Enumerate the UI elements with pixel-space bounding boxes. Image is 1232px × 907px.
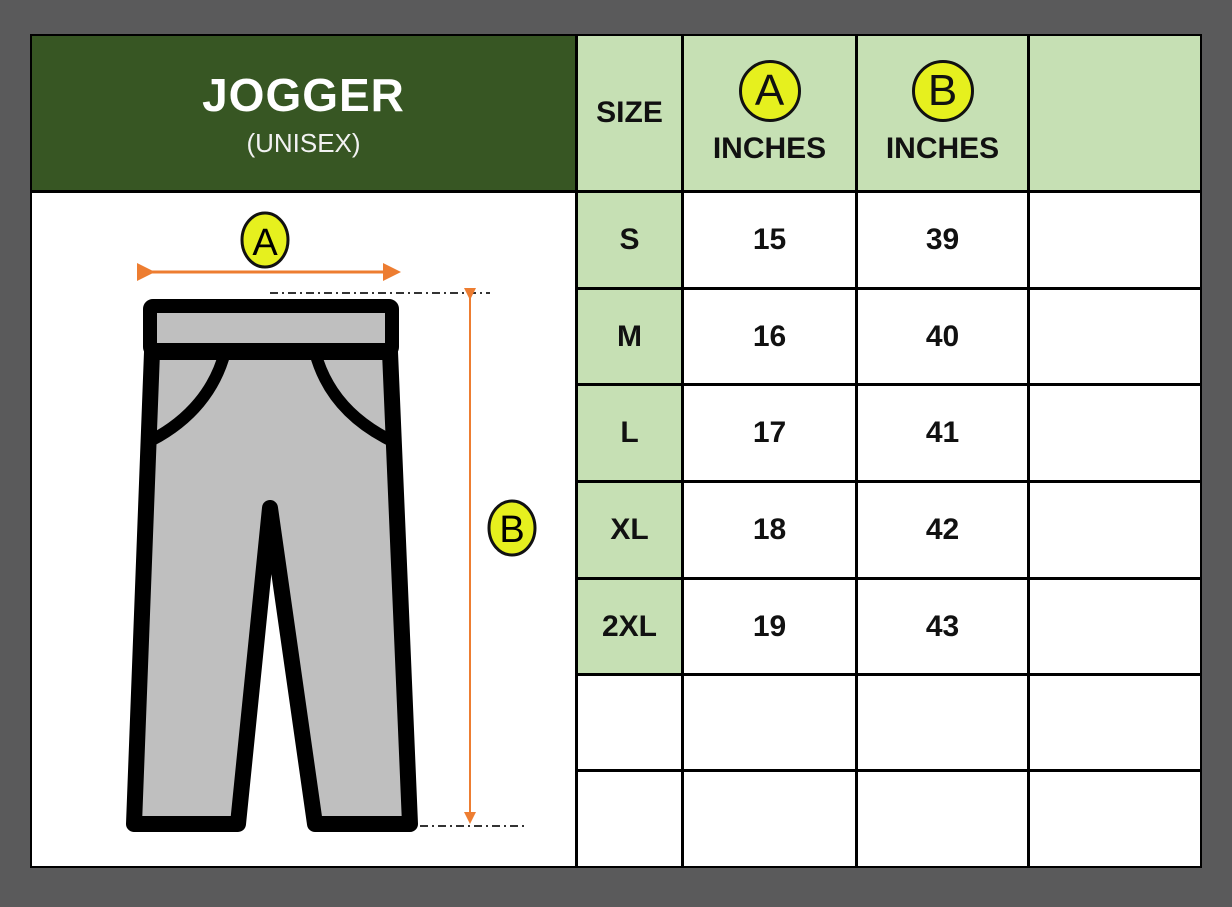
- empty-cell: [1030, 193, 1200, 287]
- empty-cell: [684, 772, 855, 866]
- empty-cell: [858, 772, 1027, 866]
- header-measure-a: A INCHES: [684, 36, 855, 190]
- product-title: JOGGER: [202, 68, 405, 121]
- label-a: A: [252, 222, 278, 264]
- measurement-cell-b: 41: [858, 386, 1027, 480]
- empty-cell: [1030, 290, 1200, 383]
- measurement-cell-b: 40: [858, 290, 1027, 383]
- size-cell: S: [578, 193, 681, 287]
- label-a-badge-icon: [240, 211, 290, 269]
- empty-cell: [1030, 676, 1200, 769]
- label-b-badge-icon: [487, 499, 537, 557]
- empty-cell: [1030, 772, 1200, 866]
- empty-cell: [578, 772, 681, 866]
- empty-cell: [1030, 483, 1200, 577]
- header-size: SIZE: [578, 36, 681, 190]
- header-measure-b: B INCHES: [858, 36, 1027, 190]
- empty-cell: [858, 676, 1027, 769]
- measurement-cell-b: 43: [858, 580, 1027, 673]
- title-block: JOGGER (UNISEX): [32, 36, 575, 190]
- unit-label: INCHES: [712, 132, 827, 165]
- size-cell: XL: [578, 483, 681, 577]
- empty-cell: [1030, 386, 1200, 480]
- empty-cell: [684, 676, 855, 769]
- product-subtitle: (UNISEX): [246, 127, 361, 158]
- badge-a-icon: A: [738, 60, 801, 122]
- empty-cell: [578, 676, 681, 769]
- measurement-cell-b: 39: [858, 193, 1027, 287]
- size-cell: M: [578, 290, 681, 383]
- measurement-cell-a: 16: [684, 290, 855, 383]
- size-cell: L: [578, 386, 681, 480]
- badge-b-icon: B: [911, 60, 974, 122]
- measurement-cell-a: 19: [684, 580, 855, 673]
- measurement-cell-a: 18: [684, 483, 855, 577]
- unit-label: INCHES: [885, 132, 1000, 165]
- label-b: B: [499, 509, 524, 551]
- measurement-cell-b: 42: [858, 483, 1027, 577]
- pants-icon: [126, 299, 418, 832]
- measurement-cell-a: 17: [684, 386, 855, 480]
- header-empty: [1030, 36, 1200, 190]
- size-cell: 2XL: [578, 580, 681, 673]
- empty-cell: [1030, 580, 1200, 673]
- measurement-cell-a: 15: [684, 193, 855, 287]
